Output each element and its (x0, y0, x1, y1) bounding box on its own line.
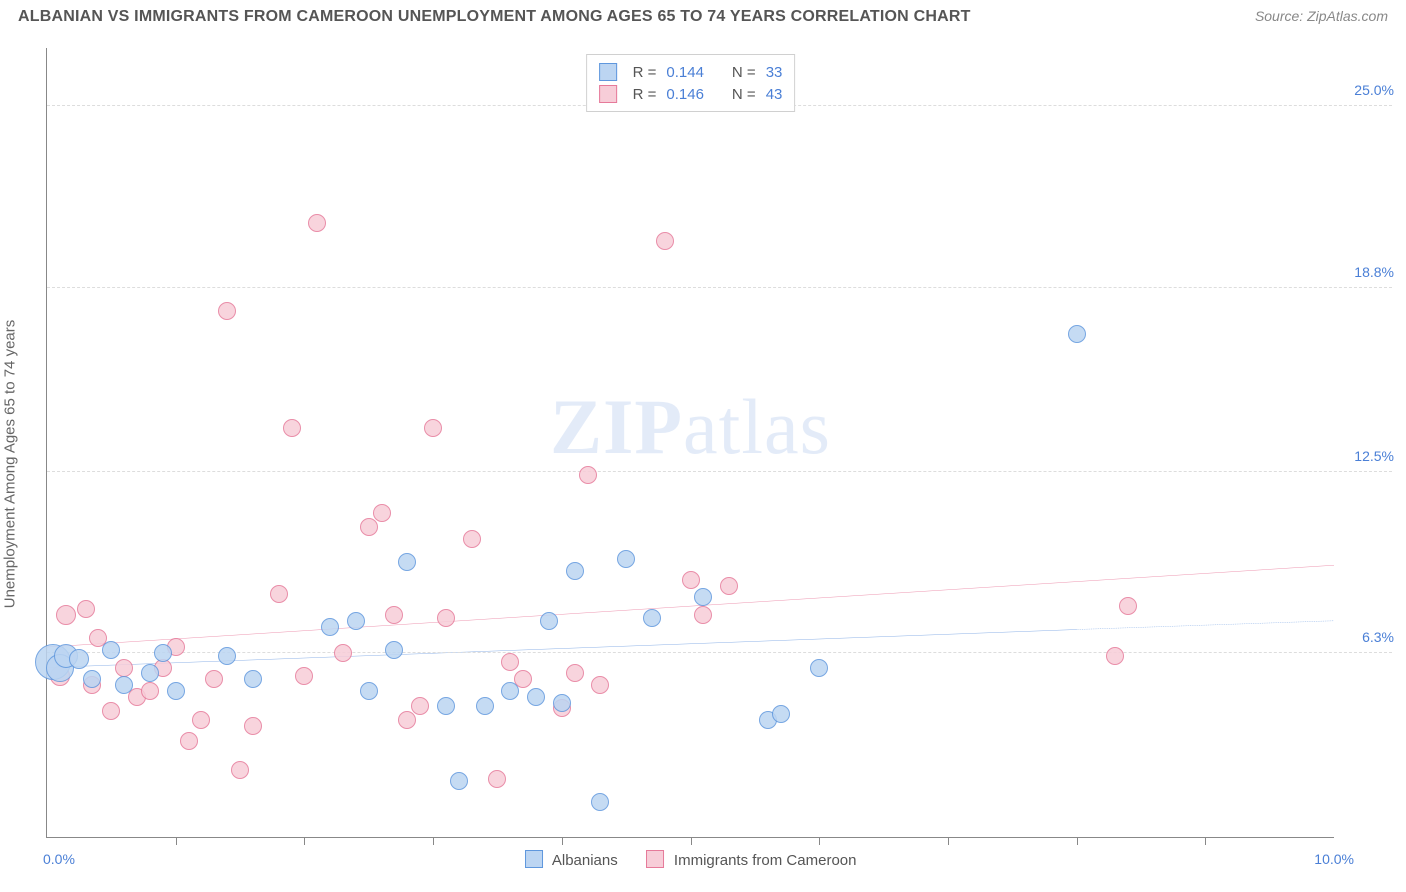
data-point-albanians (527, 688, 545, 706)
y-axis-label: Unemployment Among Ages 65 to 74 years (2, 320, 19, 609)
data-point-albanians (141, 664, 159, 682)
chart-title: ALBANIAN VS IMMIGRANTS FROM CAMEROON UNE… (18, 8, 971, 26)
data-point-cameroon (437, 609, 455, 627)
data-point-albanians (69, 649, 89, 669)
data-point-albanians (501, 682, 519, 700)
x-tick (304, 837, 305, 845)
data-point-cameroon (1106, 647, 1124, 665)
x-tick (176, 837, 177, 845)
x-tick (433, 837, 434, 845)
y-tick-label: 18.8% (1354, 264, 1394, 280)
data-point-albanians (321, 618, 339, 636)
data-point-cameroon (591, 676, 609, 694)
data-point-albanians (772, 705, 790, 723)
data-point-cameroon (56, 605, 76, 625)
swatch-albanians-icon (525, 850, 543, 868)
data-point-albanians (591, 793, 609, 811)
chart-container: Unemployment Among Ages 65 to 74 years Z… (0, 36, 1406, 892)
x-tick (562, 837, 563, 845)
data-point-cameroon (141, 682, 159, 700)
data-point-albanians (218, 647, 236, 665)
data-point-albanians (385, 641, 403, 659)
legend-item-cameroon: Immigrants from Cameroon (646, 850, 857, 869)
legend-row-albanians: R = 0.144 N = 33 (599, 61, 783, 83)
data-point-cameroon (192, 711, 210, 729)
gridline (47, 652, 1392, 653)
data-point-cameroon (231, 761, 249, 779)
data-point-cameroon (501, 653, 519, 671)
data-point-cameroon (283, 419, 301, 437)
data-point-cameroon (424, 419, 442, 437)
data-point-albanians (694, 588, 712, 606)
x-tick (819, 837, 820, 845)
watermark: ZIPatlas (550, 382, 831, 472)
data-point-albanians (347, 612, 365, 630)
data-point-cameroon (205, 670, 223, 688)
data-point-cameroon (295, 667, 313, 685)
x-tick (691, 837, 692, 845)
x-min-label: 0.0% (43, 851, 75, 867)
data-point-cameroon (360, 518, 378, 536)
gridline (47, 471, 1392, 472)
y-tick-label: 12.5% (1354, 448, 1394, 464)
data-point-cameroon (411, 697, 429, 715)
data-point-cameroon (115, 659, 133, 677)
legend-row-cameroon: R = 0.146 N = 43 (599, 83, 783, 105)
data-point-cameroon (373, 504, 391, 522)
data-point-albanians (437, 697, 455, 715)
x-tick (948, 837, 949, 845)
data-point-albanians (83, 670, 101, 688)
data-point-cameroon (488, 770, 506, 788)
data-point-albanians (476, 697, 494, 715)
x-tick (1077, 837, 1078, 845)
swatch-cameroon-icon (599, 85, 617, 103)
data-point-albanians (553, 694, 571, 712)
data-point-albanians (450, 772, 468, 790)
data-point-albanians (566, 562, 584, 580)
data-point-albanians (617, 550, 635, 568)
correlation-legend: R = 0.144 N = 33 R = 0.146 N = 43 (586, 54, 796, 112)
data-point-albanians (643, 609, 661, 627)
data-point-albanians (398, 553, 416, 571)
plot-area: ZIPatlas R = 0.144 N = 33 R = 0.146 N = … (46, 48, 1334, 838)
data-point-cameroon (102, 702, 120, 720)
data-point-cameroon (77, 600, 95, 618)
data-point-cameroon (694, 606, 712, 624)
legend-item-albanians: Albanians (525, 850, 618, 869)
data-point-cameroon (463, 530, 481, 548)
data-point-cameroon (720, 577, 738, 595)
x-tick (1205, 837, 1206, 845)
data-point-albanians (540, 612, 558, 630)
data-point-cameroon (334, 644, 352, 662)
swatch-cameroon-icon (646, 850, 664, 868)
data-point-albanians (115, 676, 133, 694)
y-tick-label: 6.3% (1362, 629, 1394, 645)
data-point-cameroon (1119, 597, 1137, 615)
swatch-albanians-icon (599, 63, 617, 81)
data-point-cameroon (385, 606, 403, 624)
data-point-cameroon (180, 732, 198, 750)
data-point-cameroon (270, 585, 288, 603)
x-max-label: 10.0% (1314, 851, 1354, 867)
data-point-cameroon (218, 302, 236, 320)
data-point-cameroon (682, 571, 700, 589)
data-point-cameroon (398, 711, 416, 729)
series-legend: Albanians Immigrants from Cameroon (525, 850, 857, 869)
y-tick-label: 25.0% (1354, 82, 1394, 98)
data-point-albanians (360, 682, 378, 700)
data-point-albanians (167, 682, 185, 700)
source-label: Source: ZipAtlas.com (1255, 8, 1388, 24)
data-point-albanians (810, 659, 828, 677)
data-point-cameroon (566, 664, 584, 682)
data-point-albanians (154, 644, 172, 662)
data-point-albanians (244, 670, 262, 688)
data-point-cameroon (656, 232, 674, 250)
data-point-albanians (1068, 325, 1086, 343)
data-point-albanians (102, 641, 120, 659)
trend-lines (47, 48, 1334, 837)
data-point-cameroon (579, 466, 597, 484)
gridline (47, 287, 1392, 288)
data-point-cameroon (244, 717, 262, 735)
data-point-cameroon (308, 214, 326, 232)
